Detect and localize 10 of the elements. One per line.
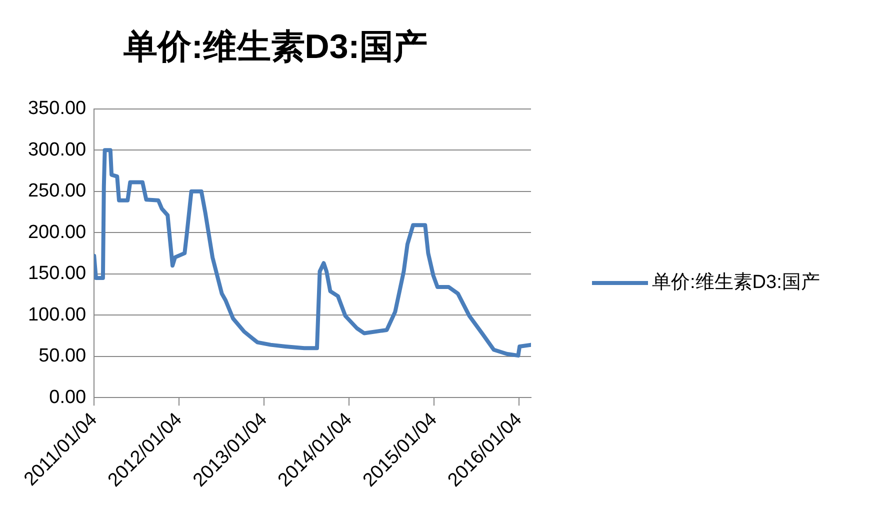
legend-label: 单价:维生素D3:国产 bbox=[652, 271, 821, 295]
y-tick-label: 300.00 bbox=[28, 139, 86, 160]
y-tick-label: 350.00 bbox=[28, 98, 86, 120]
chart-title: 单价:维生素D3:国产 bbox=[122, 28, 428, 66]
y-tick-label: 250.00 bbox=[28, 180, 86, 202]
y-tick-label: 0.00 bbox=[49, 386, 86, 408]
y-tick-label: 50.00 bbox=[38, 346, 86, 367]
y-tick-label: 200.00 bbox=[28, 222, 86, 243]
y-tick-label: 150.00 bbox=[28, 263, 86, 284]
y-tick-label: 100.00 bbox=[28, 304, 86, 326]
